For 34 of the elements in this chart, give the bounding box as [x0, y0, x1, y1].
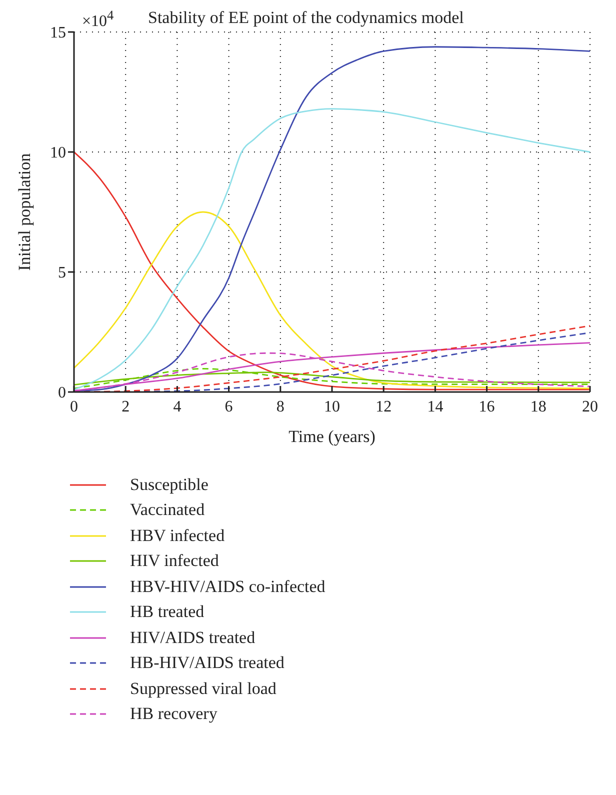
x-tick-label: 2 — [122, 398, 130, 416]
legend-label: HB treated — [130, 602, 204, 622]
legend-label: HBV-HIV/AIDS co-infected — [130, 576, 326, 597]
x-tick-label: 0 — [70, 398, 78, 416]
legend-label: HB-HIV/AIDS treated — [130, 653, 284, 674]
x-tick-label: 12 — [376, 398, 392, 416]
legend-label: HIV/AIDS treated — [130, 628, 256, 648]
x-tick-label: 8 — [276, 398, 284, 416]
line-series — [74, 151, 590, 390]
y-tick-label: 5 — [58, 264, 66, 282]
line-series — [74, 368, 590, 390]
x-tick-label: 4 — [173, 398, 182, 416]
legend-label: HBV infected — [130, 526, 225, 546]
line-series — [74, 211, 590, 390]
legend-label: Vaccinated — [130, 500, 205, 520]
x-tick-label: 14 — [427, 398, 444, 416]
y-axis-title: Initial population — [15, 152, 34, 271]
chart-title: Stability of EE point of the codynamics model — [148, 8, 464, 28]
x-tick-label: 6 — [224, 398, 233, 416]
legend-label: HB recovery — [130, 704, 218, 724]
x-tick-label: 10 — [324, 398, 340, 416]
x-tick-label: 20 — [582, 398, 598, 416]
x-axis-title: Time (years) — [288, 427, 376, 446]
legend-label: Suppressed viral load — [130, 678, 276, 699]
text: ×10$^{4}$ — [82, 8, 114, 30]
x-tick-label: 16 — [478, 398, 495, 416]
legend-label: Susceptible — [130, 474, 208, 495]
y-tick-label: 0 — [58, 384, 66, 402]
line-series — [74, 108, 590, 390]
x-tick-label: 18 — [530, 398, 546, 416]
legend-label: HIV infected — [130, 551, 219, 572]
line-series — [74, 372, 590, 386]
y-tick-label: 15 — [50, 24, 66, 42]
y-tick-label: 10 — [50, 144, 66, 162]
